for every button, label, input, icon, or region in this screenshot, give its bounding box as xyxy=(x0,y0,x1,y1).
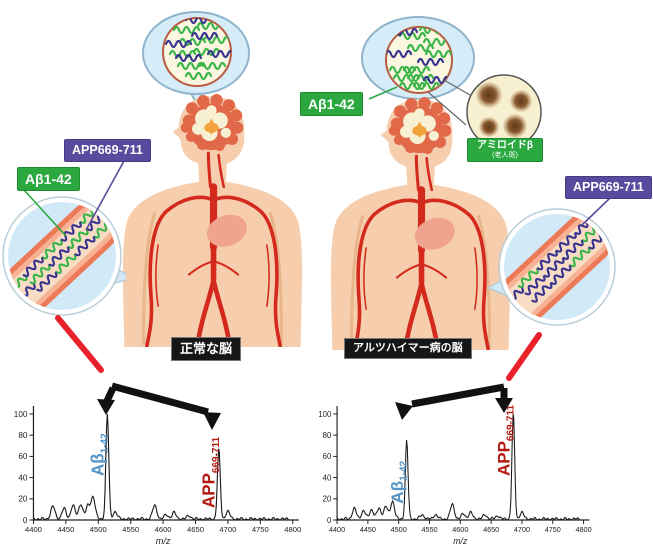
amyloid-label-sub: (老人斑) xyxy=(492,152,518,159)
normal-body-figure xyxy=(110,92,315,347)
peak-annotation: APP669-711 xyxy=(495,404,517,476)
x-tick-label: 4650 xyxy=(483,525,499,534)
axis xyxy=(32,406,299,521)
y-tick-label: 100 xyxy=(318,410,332,419)
y-tick-label: 100 xyxy=(14,410,28,419)
spectrum-trace xyxy=(33,413,289,521)
amyloid-plaques xyxy=(476,82,532,138)
y-tick-label: 80 xyxy=(18,431,28,440)
x-tick-label: 4600 xyxy=(452,525,468,534)
abeta-label-left: Aβ1-42 xyxy=(17,167,80,191)
x-axis-title: m/z xyxy=(156,536,171,546)
y-tick-label: 80 xyxy=(323,431,332,440)
normal-peptide-bubble xyxy=(142,11,250,107)
y-tick-label: 20 xyxy=(18,495,28,504)
y-tick-label: 60 xyxy=(323,452,332,461)
peak-annotation-subscript: 669-711 xyxy=(505,404,516,441)
red-arrow-left xyxy=(55,315,104,373)
app-label-right: APP669-711 xyxy=(565,176,652,199)
alzheimer-peptide-bubble xyxy=(361,16,475,114)
mass-spectrum-alzheimer: 0 20 40 60 80 100 4400 4450 4500 4550 4600 4650 4700… xyxy=(318,404,592,546)
x-tick-label: 4400 xyxy=(25,525,42,534)
x-tick-label: 4750 xyxy=(545,525,561,534)
x-tick-label: 4450 xyxy=(360,525,376,534)
y-tick-label: 20 xyxy=(323,494,332,503)
mass-spectrum-normal: 0 20 40 60 80 100 4400 4450 4500 4550 4600 4650 4700… xyxy=(14,406,301,546)
normal-vessel-inset xyxy=(2,196,126,316)
x-tick-label: 4550 xyxy=(122,525,139,534)
x-axis-title: m/z xyxy=(453,536,468,546)
amyloid-label-main: アミロイドβ xyxy=(477,140,533,151)
caption-alzheimer-brain: アルツハイマー病の脳 xyxy=(344,338,472,360)
alzheimer-vessel-inset xyxy=(486,208,616,326)
x-tick-label: 4700 xyxy=(219,525,236,534)
y-tick-label: 40 xyxy=(18,473,28,482)
caption-normal-brain: 正常な脳 xyxy=(171,337,242,361)
app-label-left: APP669-711 xyxy=(64,139,151,162)
x-tick-label: 4650 xyxy=(187,525,204,534)
peak-annotation-subscript: 1-42 xyxy=(99,433,110,453)
peak-annotation: Aβ1-42 xyxy=(388,460,410,503)
y-tick-label: 60 xyxy=(18,452,28,461)
y-tick-label: 0 xyxy=(23,516,28,525)
peak-annotation-subscript: 669-711 xyxy=(211,437,222,474)
peak-annotation-subscript: 1-42 xyxy=(399,460,410,481)
x-tick-label: 4450 xyxy=(57,525,74,534)
y-tick-label: 40 xyxy=(323,473,332,482)
x-tick-label: 4800 xyxy=(576,525,592,534)
x-tick-label: 4750 xyxy=(252,525,269,534)
x-tick-label: 4550 xyxy=(421,525,437,534)
spectrum-trace xyxy=(336,413,581,521)
peak-annotation: APP669-711 xyxy=(199,437,222,508)
x-tick-label: 4500 xyxy=(90,525,107,534)
x-tick-label: 4400 xyxy=(329,525,345,534)
x-tick-label: 4600 xyxy=(155,525,172,534)
abeta-label-right: Aβ1-42 xyxy=(300,92,363,116)
axis xyxy=(336,406,590,521)
y-tick-label: 0 xyxy=(327,516,332,525)
peak-annotation: Aβ1-42 xyxy=(87,433,110,476)
x-tick-label: 4700 xyxy=(514,525,530,534)
x-tick-label: 4500 xyxy=(391,525,407,534)
x-tick-label: 4800 xyxy=(284,525,301,534)
amyloid-beta-label: アミロイドβ (老人斑) xyxy=(467,138,543,162)
inset-ring xyxy=(498,208,616,326)
amyloid-plaque-circle xyxy=(466,74,542,150)
